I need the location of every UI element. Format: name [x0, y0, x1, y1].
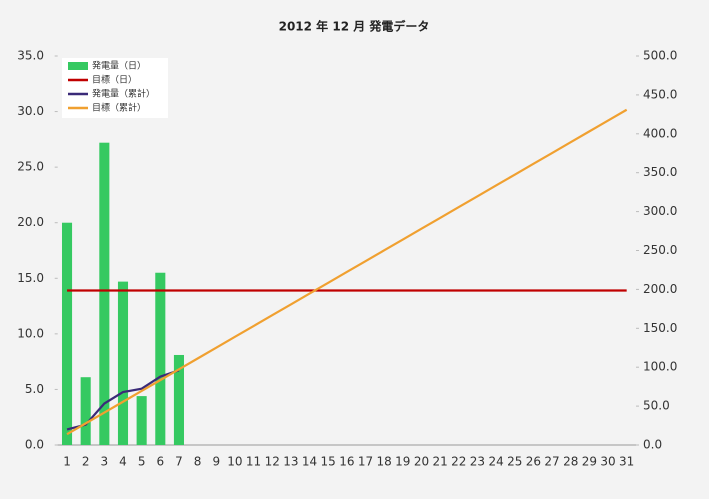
y-tick-label: 25.0 — [17, 160, 44, 174]
x-tick-label: 27 — [544, 455, 559, 469]
y2-tick-label: 400.0 — [643, 126, 677, 140]
bar — [80, 377, 91, 445]
line — [66, 108, 628, 436]
y2-tick-label: 450.0 — [643, 87, 677, 101]
bar — [155, 272, 166, 445]
y2-tick-label: 300.0 — [643, 204, 677, 218]
x-tick-label: 13 — [283, 455, 298, 469]
x-tick-label: 7 — [175, 455, 183, 469]
y-tick-label: 20.0 — [17, 215, 44, 229]
y2-tick-label: 250.0 — [643, 243, 677, 257]
y2-tick-label: 350.0 — [643, 165, 677, 179]
x-tick-label: 19 — [395, 455, 410, 469]
x-tick-label: 1 — [63, 455, 71, 469]
bar — [117, 281, 129, 445]
x-tick-label: 26 — [526, 455, 541, 469]
y2-tick-label: 50.0 — [643, 399, 670, 413]
chart-title: 2012 年 12 月 発電データ — [279, 19, 430, 34]
x-tick-label: 11 — [246, 455, 261, 469]
line — [66, 369, 180, 431]
bar — [136, 396, 147, 445]
x-tick-label: 10 — [227, 455, 242, 469]
x-tick-label: 31 — [619, 455, 634, 469]
x-tick-label: 24 — [488, 455, 503, 469]
x-tick-label: 18 — [377, 455, 392, 469]
y2-tick-label: 500.0 — [643, 49, 677, 63]
bar — [99, 142, 110, 446]
x-tick-label: 8 — [194, 455, 202, 469]
y-tick-label: 0.0 — [25, 438, 44, 452]
x-tick-label: 25 — [507, 455, 522, 469]
legend-label: 目標（日） — [92, 74, 137, 86]
x-tick-label: 16 — [339, 455, 354, 469]
y2-tick-label: 200.0 — [643, 282, 677, 296]
x-tick-label: 9 — [212, 455, 220, 469]
x-tick-label: 20 — [414, 455, 429, 469]
y2-tick-label: 100.0 — [643, 360, 677, 374]
x-tick-label: 2 — [82, 455, 90, 469]
y2-tick-label: 0.0 — [643, 438, 662, 452]
x-tick-label: 15 — [321, 455, 336, 469]
bar — [61, 222, 73, 445]
x-tick-label: 22 — [451, 455, 466, 469]
x-tick-label: 30 — [600, 455, 615, 469]
x-tick-label: 28 — [563, 455, 578, 469]
legend-swatch — [68, 62, 88, 70]
y-tick-label: 15.0 — [17, 271, 44, 285]
legend-label: 発電量（累計） — [92, 88, 155, 100]
x-tick-label: 6 — [156, 455, 164, 469]
y-tick-label: 35.0 — [17, 49, 44, 63]
legend-label: 発電量（日） — [92, 60, 146, 72]
x-tick-label: 3 — [101, 455, 109, 469]
x-tick-label: 14 — [302, 455, 317, 469]
legend-label: 目標（累計） — [92, 102, 146, 114]
y-tick-label: 30.0 — [17, 104, 44, 118]
x-tick-label: 21 — [432, 455, 447, 469]
x-tick-label: 23 — [470, 455, 485, 469]
y-tick-label: 10.0 — [17, 326, 44, 340]
x-tick-label: 5 — [138, 455, 146, 469]
bar — [173, 354, 184, 445]
x-tick-label: 4 — [119, 455, 127, 469]
x-tick-label: 12 — [265, 455, 280, 469]
y-tick-label: 5.0 — [25, 382, 44, 396]
x-tick-label: 17 — [358, 455, 373, 469]
x-tick-label: 29 — [582, 455, 597, 469]
y2-tick-label: 150.0 — [643, 321, 677, 335]
